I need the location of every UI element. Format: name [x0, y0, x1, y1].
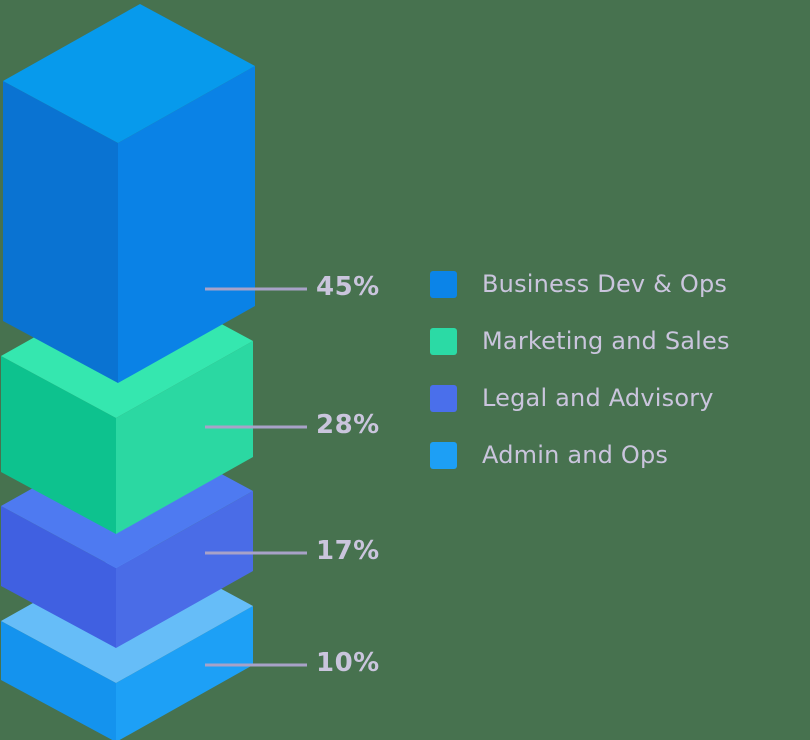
legend: Business Dev & Ops Marketing and Sales L… — [430, 270, 730, 469]
bar-segment-business-dev-ops — [3, 4, 255, 383]
percent-label-2: 28% — [316, 410, 380, 440]
segment-top-face — [3, 4, 255, 143]
segment-left-face — [1, 621, 116, 740]
segment-right-face — [116, 341, 253, 534]
percent-label-3: 17% — [316, 536, 380, 566]
segment-left-face — [1, 356, 116, 534]
segment-right-face — [118, 66, 255, 383]
legend-item-business-dev-ops: Business Dev & Ops — [430, 270, 730, 298]
percent-label-1: 45% — [316, 272, 380, 302]
legend-swatch-marketing-and-sales — [430, 327, 457, 355]
segment-right-face — [116, 606, 253, 740]
legend-label: Business Dev & Ops — [482, 270, 728, 298]
legend-swatch-legal-and-advisory — [430, 384, 457, 412]
percent-label-4: 10% — [316, 648, 380, 678]
legend-label: Legal and Advisory — [482, 384, 714, 412]
legend-item-legal-and-advisory: Legal and Advisory — [430, 384, 730, 412]
legend-item-marketing-and-sales: Marketing and Sales — [430, 327, 730, 355]
segment-left-face — [1, 506, 116, 648]
segment-right-face — [116, 491, 253, 648]
legend-item-admin-and-ops: Admin and Ops — [430, 441, 730, 469]
legend-label: Marketing and Sales — [482, 327, 730, 355]
segment-left-face — [3, 81, 118, 383]
legend-swatch-business-dev-ops — [430, 270, 457, 298]
legend-label: Admin and Ops — [482, 441, 669, 469]
legend-swatch-admin-and-ops — [430, 441, 457, 469]
